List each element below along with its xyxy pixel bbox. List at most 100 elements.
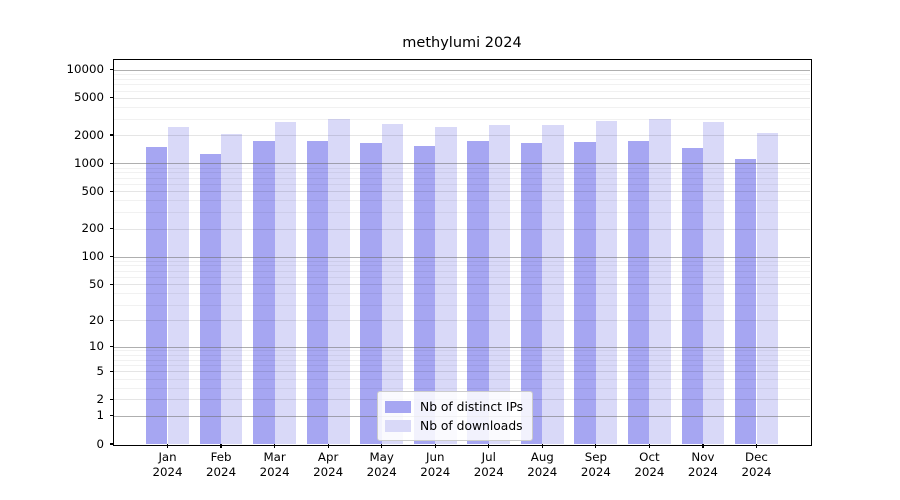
minor-gridline xyxy=(114,378,810,380)
bar-distinct-ips-feb xyxy=(199,154,222,444)
x-tick-label-jul: Jul 2024 xyxy=(473,450,504,479)
legend-label-downloads: Nb of downloads xyxy=(420,418,523,433)
major-gridline xyxy=(114,371,810,373)
minor-gridline xyxy=(114,200,810,202)
legend-label-distinct-ips: Nb of distinct IPs xyxy=(420,399,524,414)
minor-gridline xyxy=(114,260,810,262)
minor-gridline xyxy=(114,265,810,267)
x-tick-label-nov: Nov 2024 xyxy=(687,450,718,479)
bar-downloads-jun xyxy=(435,127,457,444)
bar-downloads-sep xyxy=(595,121,618,444)
y-tick-label: 200 xyxy=(81,220,104,235)
major-gridline xyxy=(114,228,810,230)
major-gridline xyxy=(114,135,810,137)
minor-gridline xyxy=(114,276,810,278)
plot-area: Nb of distinct IPs Nb of downloads xyxy=(112,58,812,446)
y-tick-label: 2 xyxy=(96,391,104,406)
x-tick-mark xyxy=(755,444,758,448)
bar-downloads-oct xyxy=(649,118,671,444)
x-tick-label-apr: Apr 2024 xyxy=(313,450,344,479)
y-tick-mark xyxy=(110,415,114,417)
y-tick-label: 20 xyxy=(88,312,104,327)
x-tick-mark xyxy=(274,444,276,448)
minor-gridline xyxy=(114,84,810,86)
minor-gridline xyxy=(114,270,810,272)
x-tick-mark xyxy=(488,444,490,448)
bar-distinct-ips-jul xyxy=(467,140,489,444)
major-gridline xyxy=(114,284,810,286)
minor-gridline xyxy=(114,364,810,366)
minor-gridline xyxy=(114,106,810,108)
minor-gridline xyxy=(114,118,810,120)
bar-distinct-ips-apr xyxy=(306,140,329,444)
y-tick-mark xyxy=(110,255,114,258)
major-gridline xyxy=(114,97,810,99)
y-tick-mark xyxy=(110,283,114,285)
minor-gridline xyxy=(114,177,810,179)
legend-swatch-distinct-ips xyxy=(385,400,411,413)
y-tick-mark xyxy=(110,443,114,445)
y-tick-mark xyxy=(110,398,114,400)
minor-gridline xyxy=(114,350,810,352)
y-tick-label: 0 xyxy=(96,436,104,451)
bar-downloads-dec xyxy=(756,132,778,444)
legend-swatch-downloads xyxy=(385,419,411,432)
bar-downloads-feb xyxy=(221,133,243,444)
minor-gridline xyxy=(114,78,810,80)
major-gridline xyxy=(114,320,810,322)
major-gridline xyxy=(114,346,810,348)
bar-downloads-jan xyxy=(167,126,189,444)
y-tick-mark xyxy=(110,97,114,99)
minor-gridline xyxy=(114,172,810,174)
minor-gridline xyxy=(114,359,810,361)
y-tick-label: 500 xyxy=(81,183,104,198)
x-tick-mark xyxy=(541,444,543,448)
bar-downloads-apr xyxy=(328,119,350,444)
bar-distinct-ips-mar xyxy=(253,140,275,444)
minor-gridline xyxy=(114,74,810,75)
x-tick-label-aug: Aug 2024 xyxy=(527,450,558,479)
minor-gridline xyxy=(114,184,810,185)
minor-gridline xyxy=(114,90,810,92)
x-tick-mark xyxy=(595,444,597,448)
y-tick-label: 5 xyxy=(96,363,104,378)
bar-downloads-aug xyxy=(542,125,564,444)
x-tick-label-oct: Oct 2024 xyxy=(634,450,665,479)
x-tick-label-mar: Mar 2024 xyxy=(259,450,290,479)
y-tick-mark xyxy=(110,370,114,372)
x-tick-mark xyxy=(434,444,436,448)
y-tick-label: 1 xyxy=(96,408,104,423)
bar-distinct-ips-sep xyxy=(574,141,596,444)
y-tick-mark xyxy=(110,134,114,136)
x-tick-label-feb: Feb 2024 xyxy=(206,450,237,479)
bar-distinct-ips-may xyxy=(360,143,382,444)
bar-distinct-ips-dec xyxy=(735,159,757,444)
grid-layer xyxy=(114,60,810,444)
x-tick-mark xyxy=(166,444,169,448)
y-tick-mark xyxy=(110,69,114,71)
bar-distinct-ips-jun xyxy=(413,145,436,444)
y-tick-label: 100 xyxy=(81,248,104,263)
x-tick-mark xyxy=(648,444,650,448)
y-tick-mark xyxy=(110,227,114,230)
y-tick-label: 2000 xyxy=(73,127,104,142)
x-tick-mark xyxy=(327,444,329,448)
x-tick-label-dec: Dec 2024 xyxy=(741,450,772,479)
y-tick-label: 10 xyxy=(88,339,104,354)
minor-gridline xyxy=(114,354,810,356)
y-tick-label: 10000 xyxy=(66,62,104,77)
minor-gridline xyxy=(114,387,810,389)
major-gridline xyxy=(114,256,810,258)
minor-gridline xyxy=(114,293,810,295)
bar-downloads-mar xyxy=(274,122,296,444)
y-tick-mark xyxy=(110,345,114,348)
y-tick-mark xyxy=(110,319,114,321)
bar-downloads-may xyxy=(381,124,404,444)
x-tick-label-may: May 2024 xyxy=(366,450,397,479)
bar-distinct-ips-nov xyxy=(681,147,703,444)
bar-distinct-ips-jan xyxy=(146,147,168,444)
y-tick-mark xyxy=(110,162,114,164)
x-tick-mark xyxy=(220,444,222,448)
x-tick-label-jun: Jun 2024 xyxy=(420,450,451,479)
